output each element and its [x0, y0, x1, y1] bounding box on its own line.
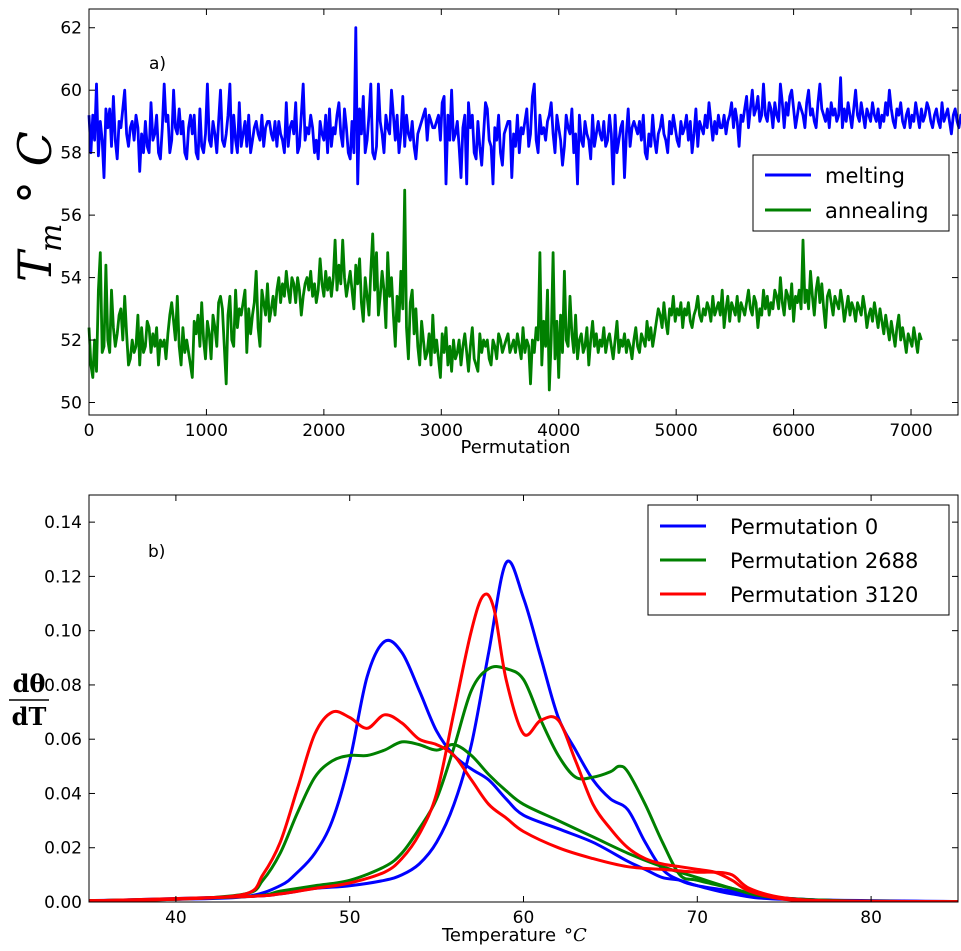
- panel-b-x-tick-label: 80: [860, 908, 882, 928]
- panel-a-y-tick-label: 60: [60, 81, 82, 101]
- panel-a-series-line-annealing: [87, 188, 923, 392]
- panel-b-y-label-numerator: dθ: [13, 669, 46, 698]
- panel-b-x-tick-label: 70: [686, 908, 708, 928]
- panel-a-series-line-melting: [87, 26, 961, 186]
- panel-b-series-lines: [89, 559, 958, 902]
- panel-b-y-tick-label: 0.14: [44, 513, 82, 533]
- panel-a-axes-frame: [88, 8, 959, 416]
- panel-a-x-tick-label: 5000: [655, 421, 698, 441]
- panel-a-series-lines: [87, 26, 961, 392]
- panel-b-x-label-unit: °C: [564, 925, 587, 946]
- panel-b-x-tick-label: 50: [339, 908, 361, 928]
- panel-b-legend: Permutation 0 Permutation 2688 Permutation…: [647, 504, 950, 616]
- panel-a-x-tick-label: 1000: [185, 421, 228, 441]
- panel-b-y-tick-label: 0.06: [44, 730, 82, 750]
- panel-b-x-axis-label: Temperature °C: [441, 925, 587, 946]
- panel-b-y-tick-label: 0.04: [44, 784, 82, 804]
- panel-a-legend-label: melting: [825, 164, 905, 188]
- panel-a-x-tick-label: 2000: [302, 421, 345, 441]
- panel-a-x-tick-label: 7000: [889, 421, 932, 441]
- panel-b-curve-permutation-3120-1: [89, 592, 958, 902]
- panel-a-legend-box: [752, 154, 950, 232]
- panel-a-y-label-subscript: m: [34, 224, 69, 252]
- panel-b-x-tick-label: 40: [165, 908, 187, 928]
- panel-b-label: b): [148, 542, 165, 562]
- panel-a-y-tick-label: 58: [60, 144, 82, 164]
- panel-b-y-label-denominator: dT: [12, 702, 47, 731]
- panel-b-curve-permutation-2688-1: [89, 665, 958, 902]
- panel-a-x-tick-label: 0: [84, 421, 95, 441]
- panel-a-y-tick-label: 52: [60, 331, 82, 351]
- panel-a-x-tick-label: 6000: [772, 421, 815, 441]
- panel-b-legend-label: Permutation 2688: [730, 549, 918, 573]
- panel-a-x-axis-label: Permutation: [461, 437, 571, 458]
- panel-a-melting-annealing: 0 1000 2000 3000 4000 5000 6000 7000 50 52 54 56 58 6…: [8, 8, 961, 458]
- panel-a-y-tick-label: 62: [60, 19, 82, 39]
- panel-b-curve-permutation-0-1: [89, 559, 958, 902]
- panel-a-label: a): [149, 54, 166, 74]
- panel-a-y-tick-label: 50: [60, 394, 82, 414]
- panel-a-legend-label: annealing: [825, 199, 929, 223]
- panel-b-melting-curves: 40 50 60 70 80 0.00 0.02 0.04 0.06 0.08 0.10 0.12 0.…: [9, 494, 959, 946]
- panel-b-legend-label: Permutation 0: [730, 515, 878, 539]
- panel-b-y-axis-label: dθ dT: [9, 669, 49, 731]
- panel-b-legend-label: Permutation 3120: [730, 583, 918, 607]
- panel-a-legend: melting annealing: [752, 154, 950, 232]
- panel-a-y-label-main: T: [8, 248, 62, 282]
- panel-b-y-tick-label: 0.00: [44, 893, 82, 913]
- panel-b-y-tick-label: 0.10: [44, 622, 82, 642]
- panel-b-x-tick-label: 60: [513, 908, 535, 928]
- panel-b-y-tick-label: 0.02: [44, 839, 82, 859]
- panel-a-x-tick-label: 3000: [420, 421, 463, 441]
- panel-b-ticks: 40 50 60 70 80 0.00 0.02 0.04 0.06 0.08 0.10 0.12 0.…: [44, 495, 958, 928]
- panel-a-y-axis-label: T m ° C: [8, 131, 69, 282]
- panel-b-curve-permutation-2688-0: [89, 740, 958, 902]
- panel-a-y-tick-label: 54: [60, 269, 82, 289]
- panel-b-y-tick-label: 0.08: [44, 676, 82, 696]
- panel-a-y-tick-label: 56: [60, 206, 82, 226]
- panel-b-y-tick-label: 0.12: [44, 567, 82, 587]
- panel-a-ticks: 0 1000 2000 3000 4000 5000 6000 7000 50 52 54 56 58 6…: [60, 9, 958, 441]
- panel-b-curve-permutation-3120-0: [89, 709, 958, 902]
- panel-b-x-label-text: Temperature: [441, 925, 556, 946]
- panel-a-y-label-unit: ° C: [8, 131, 62, 204]
- panel-a-x-tick-label: 4000: [537, 421, 580, 441]
